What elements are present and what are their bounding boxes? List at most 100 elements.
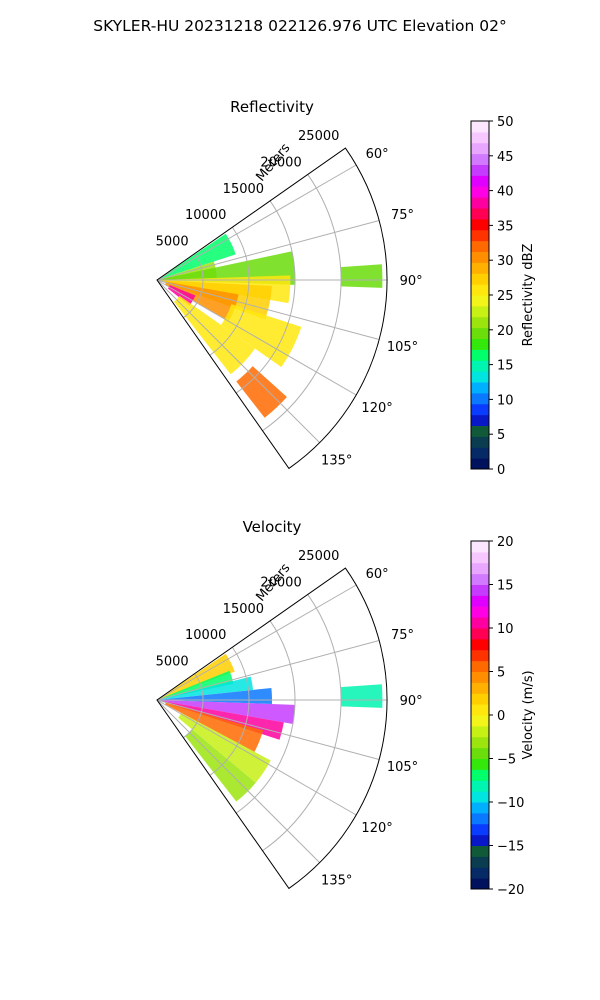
colorbar-tick-label: 0 — [497, 709, 505, 724]
colorbar-swatch — [471, 595, 489, 607]
colorbar-label: Reflectivity dBZ — [521, 244, 536, 347]
colorbar-tick-label: 40 — [497, 185, 514, 200]
colorbar-tick-label: 10 — [497, 393, 514, 408]
theta-tick-label: 60° — [366, 147, 389, 162]
r-tick-label: 10000 — [185, 208, 226, 223]
colorbar-swatch — [471, 316, 489, 329]
data-region — [185, 729, 256, 802]
theta-gridline — [156, 164, 357, 281]
colorbar-swatch — [471, 142, 489, 155]
colorbar-swatch — [471, 403, 489, 416]
colorbar-tick-label: −10 — [497, 796, 524, 811]
colorbar-swatch — [471, 305, 489, 318]
colorbar-swatch — [471, 164, 489, 176]
colorbar-swatch — [471, 628, 489, 640]
data-region — [173, 295, 255, 375]
colorbar-swatch — [471, 360, 489, 372]
colorbar-tick-label: 25 — [497, 289, 514, 304]
colorbar-swatch — [471, 780, 489, 792]
colorbar-swatch — [471, 458, 489, 470]
r-tick-label: 25000 — [298, 129, 339, 144]
colorbar-swatch — [471, 638, 489, 651]
theta-gridline — [156, 639, 380, 701]
colorbar-swatch — [471, 834, 489, 846]
colorbar-swatch — [471, 197, 489, 209]
colorbar-tick-label: −15 — [497, 840, 524, 855]
data-region — [157, 700, 295, 724]
colorbar-tick-label: 35 — [497, 219, 514, 234]
colorbar-swatch — [471, 845, 489, 857]
colorbar-swatch — [471, 606, 489, 618]
colorbar-swatch — [471, 671, 489, 683]
colorbar-swatch — [471, 229, 489, 242]
colorbar-swatch — [471, 218, 489, 231]
r-gridline — [262, 174, 342, 432]
colorbar-swatch — [471, 436, 489, 448]
r-tick-label: 20000 — [260, 575, 301, 590]
r-tick-label: 15000 — [223, 602, 264, 617]
colorbar-tick-label: 5 — [497, 428, 505, 443]
theta-gridline — [156, 699, 357, 816]
colorbar-swatch — [471, 295, 489, 307]
colorbar-tick-label: 45 — [497, 150, 514, 165]
colorbar-swatch — [471, 660, 489, 672]
colorbar-swatch — [471, 562, 489, 575]
r-tick-label: 5000 — [156, 235, 189, 250]
r-tick-label: 15000 — [223, 182, 264, 197]
r-gridline — [262, 594, 342, 852]
colorbar-swatch — [471, 878, 489, 890]
colorbar-tick-label: 20 — [497, 535, 514, 550]
polar-frame — [156, 147, 388, 470]
colorbar-tick-label: 30 — [497, 254, 514, 269]
theta-tick-label: 75° — [391, 628, 414, 643]
theta-gridline — [156, 584, 357, 701]
panel-title: Reflectivity — [230, 98, 314, 116]
colorbar-swatch — [471, 802, 489, 814]
theta-tick-label: 120° — [361, 401, 392, 416]
colorbar-swatch — [471, 693, 489, 705]
colorbar-tick-label: 15 — [497, 579, 514, 594]
colorbar-swatch — [471, 240, 489, 252]
r-gridline — [209, 226, 250, 356]
colorbar-swatch — [471, 856, 489, 868]
colorbar-swatch — [471, 392, 489, 405]
colorbar-swatch — [471, 769, 489, 781]
colorbar-swatch — [471, 349, 489, 361]
theta-tick-label: 120° — [361, 821, 392, 836]
colorbar-swatch — [471, 736, 489, 749]
colorbar-swatch — [471, 447, 489, 459]
theta-tick-label: 105° — [387, 760, 418, 775]
colorbar-swatch — [471, 251, 489, 263]
colorbar-swatch — [471, 153, 489, 165]
colorbar-swatch — [471, 791, 489, 803]
data-region — [157, 670, 234, 700]
data-region — [157, 676, 254, 700]
data-region — [340, 264, 383, 288]
theta-gridline — [156, 279, 320, 443]
colorbar-swatch — [471, 758, 489, 770]
theta-tick-label: 135° — [321, 454, 352, 469]
colorbar-swatch — [471, 425, 489, 437]
theta-tick-label: 105° — [387, 340, 418, 355]
colorbar-swatch — [471, 186, 489, 198]
colorbar-tick-label: −5 — [497, 753, 516, 768]
figure-suptitle: SKYLER-HU 20231218 022126.976 UTC Elevat… — [93, 17, 507, 35]
r-tick-label: 5000 — [156, 655, 189, 670]
theta-gridline — [156, 699, 380, 761]
panel-reflectivity: Reflectivity500010000150002000025000Mete… — [156, 98, 536, 478]
r-gridline — [235, 620, 296, 814]
colorbar-swatch — [471, 725, 489, 738]
colorbar-swatch — [471, 414, 489, 426]
colorbar-swatch — [471, 371, 489, 383]
theta-tick-label: 135° — [321, 874, 352, 889]
colorbar-swatch — [471, 551, 489, 564]
colorbar-swatch — [471, 208, 489, 220]
theta-tick-label: 75° — [391, 208, 414, 223]
r-gridline — [235, 200, 296, 394]
colorbar-swatch — [471, 327, 489, 339]
colorbar-tick-label: 0 — [497, 463, 505, 478]
colorbar-swatch — [471, 584, 489, 596]
r-gridline — [209, 646, 250, 776]
colorbar-swatch — [471, 382, 489, 394]
